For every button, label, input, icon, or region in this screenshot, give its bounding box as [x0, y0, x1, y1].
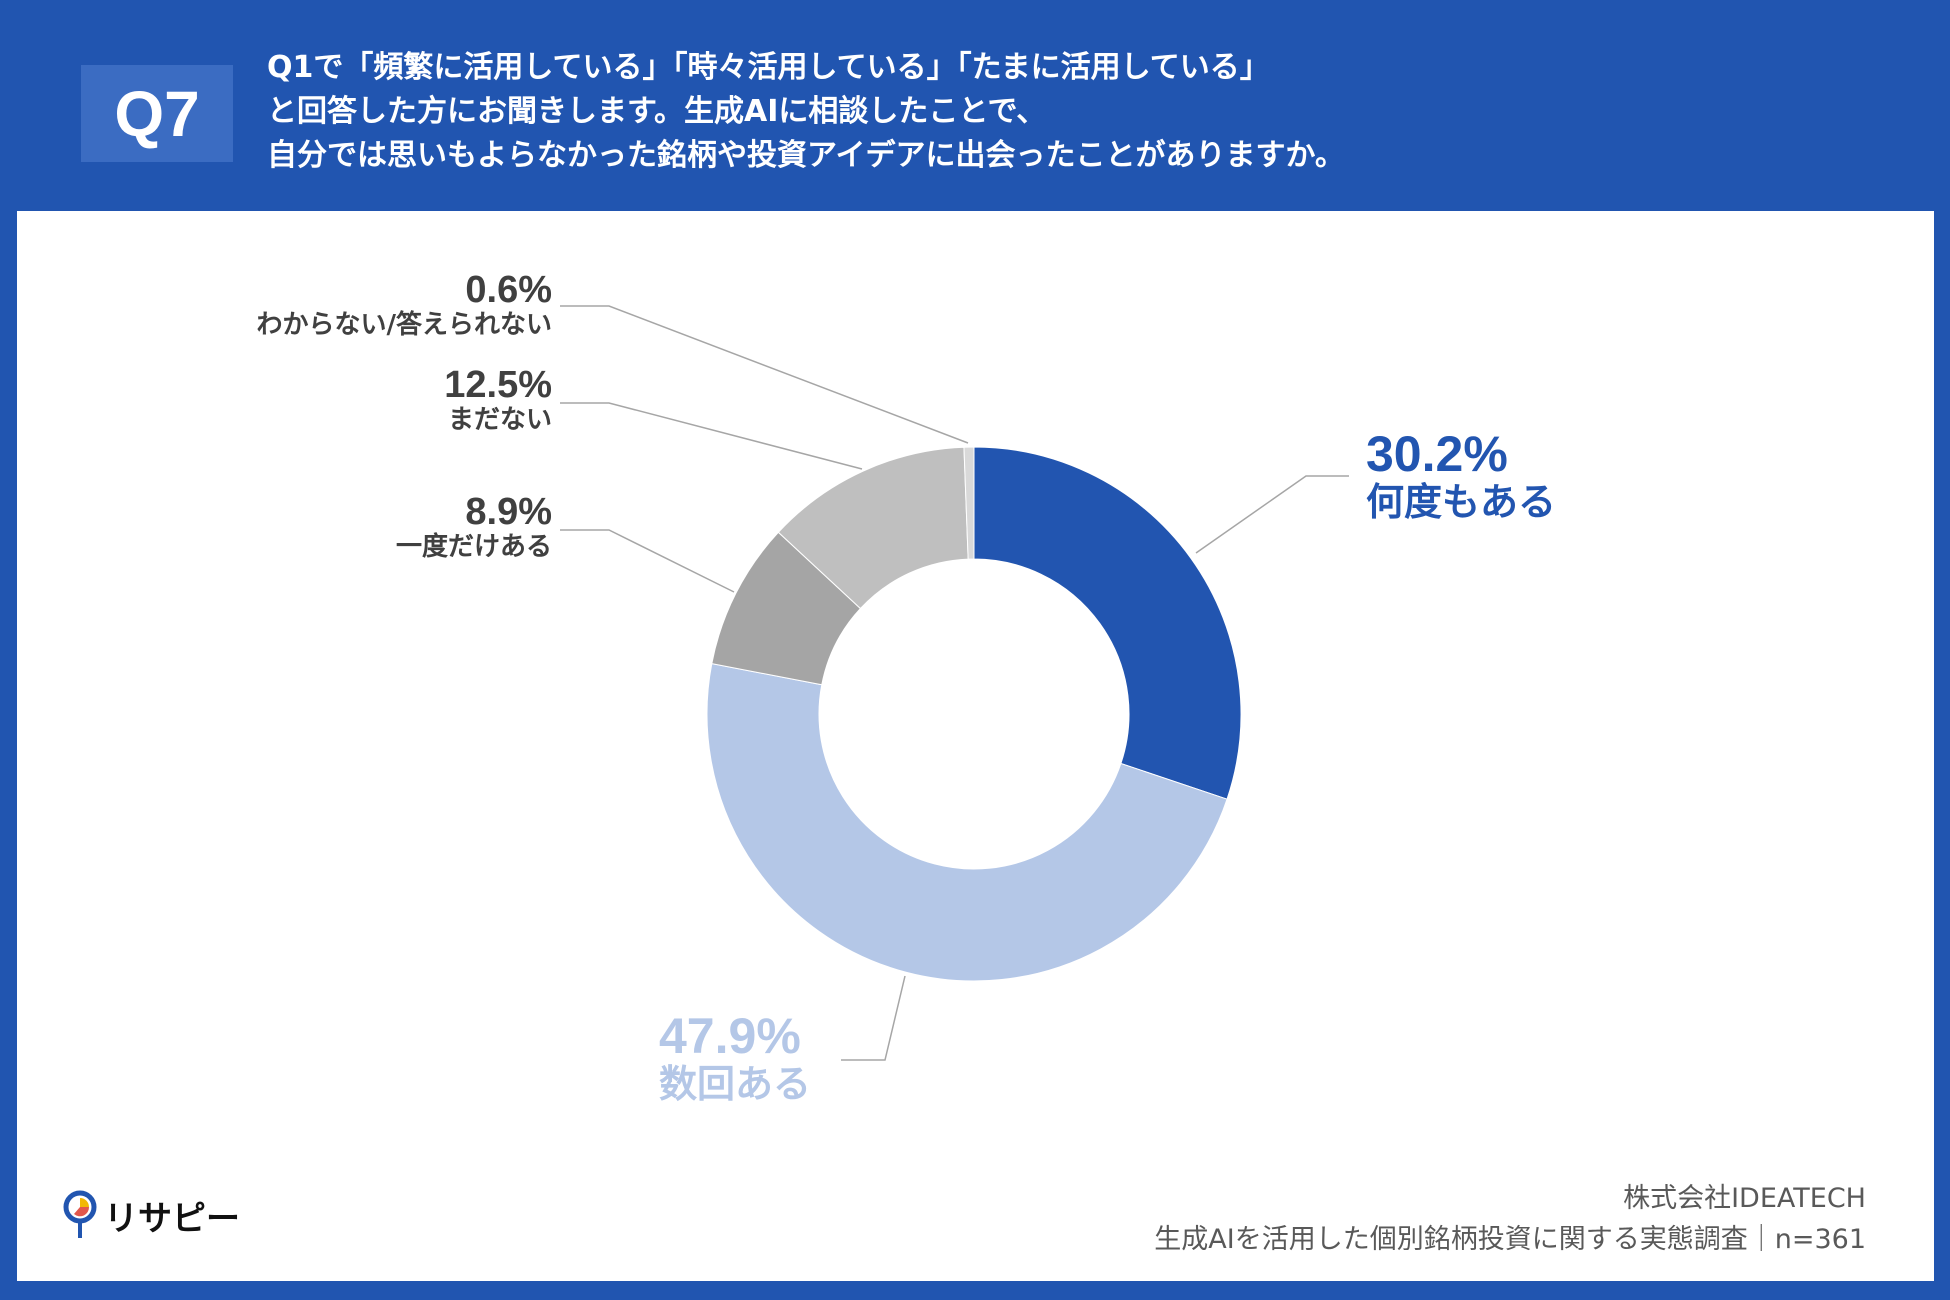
- question-badge: Q7: [81, 65, 233, 162]
- slice-category: 一度だけある: [395, 532, 552, 562]
- slice-value: 0.6%: [465, 269, 552, 311]
- slice-label-4: 0.6% わからない/答えられない: [257, 270, 553, 340]
- risapy-logo: リサピー: [62, 1190, 240, 1240]
- company-name: 株式会社IDEATECH: [1623, 1183, 1866, 1214]
- slice-category: 何度もある: [1366, 480, 1557, 524]
- slice-label-0: 30.2% 何度もある: [1366, 428, 1556, 524]
- chart-panel: [17, 211, 1934, 1281]
- slice-value: 30.2%: [1366, 426, 1508, 482]
- donut-slice-1: [706, 663, 1228, 982]
- pin-icon: [63, 1190, 97, 1238]
- leader-line-2: [560, 529, 735, 593]
- leader-line-4: [560, 305, 969, 444]
- leader-line-0: [1195, 475, 1349, 554]
- slice-category: 数回ある: [659, 1062, 812, 1106]
- slice-label-2: 8.9% 一度だけある: [396, 492, 552, 562]
- slice-category: わからない/答えられない: [256, 310, 553, 340]
- slice-value: 12.5%: [444, 364, 552, 406]
- leader-line-3: [560, 402, 863, 470]
- question-line: と回答した方にお聞きします。生成AIに相談したことで、: [267, 94, 1047, 129]
- donut-slice-4: [963, 446, 975, 560]
- question-line: Q1で「頻繁に活用している」「時々活用している」「たまに活用している」: [267, 50, 1270, 85]
- logo-text: リサピー: [104, 1198, 240, 1239]
- survey-info: 生成AIを活用した個別銘柄投資に関する実態調査｜n=361: [1154, 1224, 1866, 1255]
- slice-label-1: 47.9% 数回ある: [659, 1010, 811, 1106]
- question-title: Q1で「頻繁に活用している」「時々活用している」「たまに活用している」 と回答し…: [267, 46, 1345, 178]
- slice-category: まだない: [447, 405, 552, 435]
- footer: 株式会社IDEATECH 生成AIを活用した個別銘柄投資に関する実態調査｜n=3…: [1154, 1178, 1866, 1260]
- leader-line-1: [841, 975, 906, 1061]
- question-line: 自分では思いもよらなかった銘柄や投資アイデアに出会ったことがありますか。: [267, 138, 1345, 173]
- slice-value: 47.9%: [659, 1008, 801, 1064]
- donut-slice-0: [973, 446, 1242, 800]
- slice-value: 8.9%: [465, 491, 552, 533]
- slice-label-3: 12.5% まだない: [444, 365, 552, 435]
